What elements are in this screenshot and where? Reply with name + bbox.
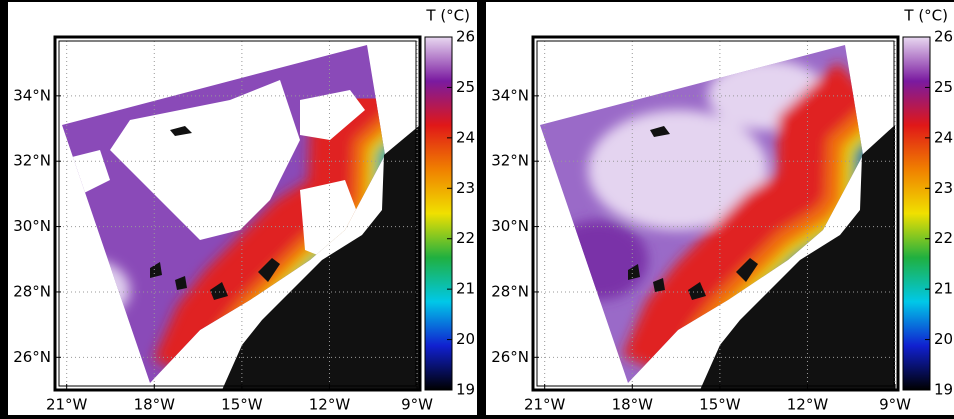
colorbar-tick-label: 22 — [934, 229, 953, 247]
y-tick-label: 34°N — [491, 86, 529, 104]
land — [150, 125, 420, 390]
x-tick-label: 18°W — [134, 396, 176, 414]
x-tick-label: 15°W — [221, 396, 263, 414]
colorbar-label: T (°C) — [903, 7, 948, 25]
colorbar-tick-label: 21 — [456, 280, 475, 298]
colorbar-label: T (°C) — [425, 7, 470, 25]
map-frame — [53, 35, 422, 392]
land — [628, 125, 895, 390]
colorbar-tick-label: 21 — [934, 280, 953, 298]
x-tick-label: 18°W — [612, 396, 654, 414]
y-tick-label: 34°N — [13, 86, 51, 104]
colorbar-tick-label: 20 — [934, 330, 953, 348]
x-tick-label: 21°W — [46, 396, 88, 414]
colorbar-tick-label: 19 — [456, 381, 475, 399]
y-tick-label: 26°N — [491, 348, 529, 366]
x-tick-label: 12°W — [787, 396, 829, 414]
colorbar-tick-label: 23 — [934, 179, 953, 197]
panel: 21°W 18°W 15°W 12°W 9°W 26°N 28°N 30°N 32°N 34°N 1… — [491, 7, 953, 414]
y-tick-label: 32°N — [491, 152, 529, 170]
colorbar-tick-label: 22 — [456, 229, 475, 247]
colorbar-tick-label: 23 — [456, 179, 475, 197]
colorbar-tick-label: 24 — [934, 128, 953, 146]
map-frame-inner — [58, 40, 417, 387]
map-frame-inner — [536, 40, 895, 387]
colorbar — [902, 36, 931, 391]
colorbar-tick-label: 25 — [934, 78, 953, 96]
y-tick-label: 32°N — [13, 152, 51, 170]
colorbar-tick-label: 25 — [456, 78, 475, 96]
x-tick-label: 9°W — [401, 396, 433, 414]
colorbar-tick-label: 24 — [456, 128, 475, 146]
map-frame — [531, 35, 900, 392]
colorbar-tick-label: 26 — [934, 28, 953, 46]
colorbar-tick-label: 19 — [934, 381, 953, 399]
colorbar-tick-label: 26 — [456, 28, 475, 46]
panel: 21°W 18°W 15°W 12°W 9°W 26°N 28°N 30°N 32°N 34°N 1… — [13, 7, 475, 414]
y-tick-label: 28°N — [13, 282, 51, 300]
x-tick-label: 15°W — [699, 396, 741, 414]
colorbar — [424, 36, 453, 391]
y-tick-label: 30°N — [13, 217, 51, 235]
x-tick-label: 9°W — [879, 396, 911, 414]
y-tick-label: 28°N — [491, 282, 529, 300]
x-tick-label: 12°W — [309, 396, 351, 414]
y-tick-label: 30°N — [491, 217, 529, 235]
colorbar-tick-label: 20 — [456, 330, 475, 348]
y-tick-label: 26°N — [13, 348, 51, 366]
x-tick-label: 21°W — [524, 396, 566, 414]
